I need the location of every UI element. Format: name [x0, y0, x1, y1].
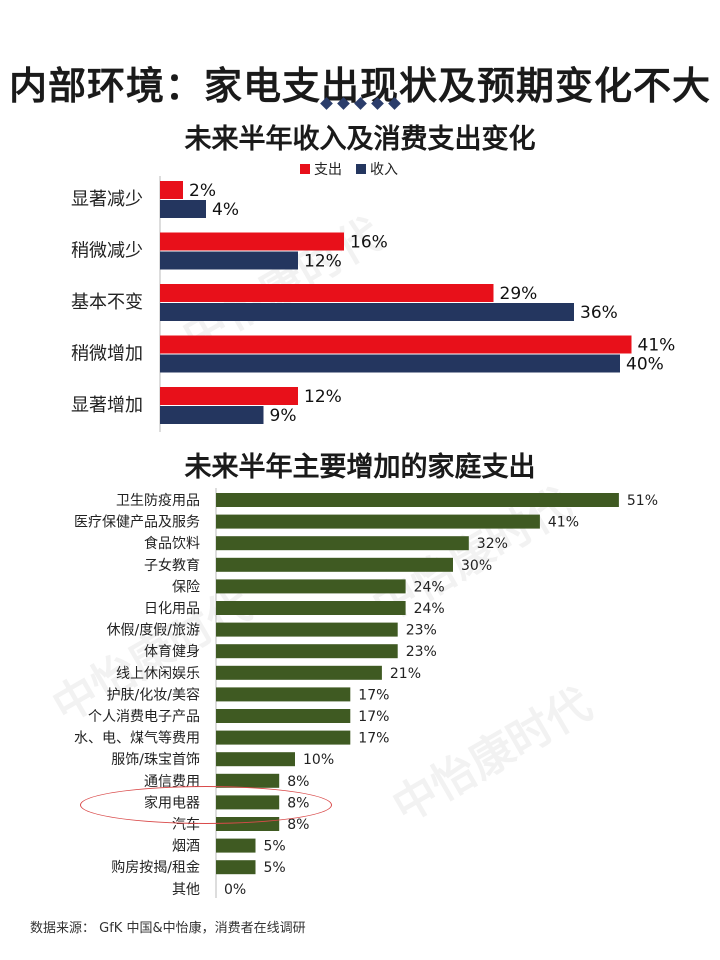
chart2-bar	[216, 536, 469, 551]
chart1-bar-expense	[160, 387, 298, 405]
chart1-bar-income	[160, 303, 574, 321]
chart2-data-label: 17%	[358, 709, 389, 725]
chart2-data-label: 8%	[287, 774, 309, 790]
chart2-data-label: 5%	[264, 860, 286, 876]
chart1-data-label: 16%	[350, 233, 388, 253]
data-source-note: 数据来源： GfK 中国&中怡康，消费者在线调研	[30, 921, 306, 936]
chart2-data-label: 21%	[390, 666, 421, 682]
chart1-category-label: 基本不变	[71, 292, 143, 313]
chart1-title: 未来半年收入及消费支出变化	[184, 124, 536, 155]
legend-swatch-income	[356, 164, 366, 174]
chart1-bar-income	[160, 200, 206, 218]
chart1-bar-income	[160, 251, 298, 270]
legend-swatch-expense	[300, 164, 310, 174]
chart2-data-label: 17%	[358, 731, 389, 747]
chart2-category-label: 购房按揭/租金	[111, 860, 200, 876]
chart1-data-label: 2%	[189, 181, 216, 201]
chart2-data-label: 30%	[461, 558, 492, 574]
chart2-bar	[216, 773, 280, 788]
chart2-bar	[216, 838, 256, 853]
chart2-bar	[216, 557, 453, 572]
chart1-category-label: 稍微增加	[71, 344, 143, 365]
legend-item-expense: 支出	[300, 159, 342, 179]
chart2-data-label: 23%	[406, 644, 437, 660]
chart1-data-label: 4%	[212, 200, 239, 220]
legend-label-income: 收入	[370, 162, 398, 178]
chart2-bar	[216, 493, 619, 507]
chart1-bar-expense	[160, 284, 494, 302]
chart2-category-label: 体育健身	[144, 644, 200, 660]
chart2-bar	[216, 730, 351, 745]
chart2-data-label: 10%	[303, 752, 334, 768]
chart2-data-label: 32%	[477, 536, 508, 552]
chart2-category-label: 医疗保健产品及服务	[74, 515, 200, 531]
chart1-data-label: 40%	[626, 355, 664, 375]
chart2-data-label: 8%	[287, 817, 309, 833]
chart1-data-label: 41%	[638, 336, 676, 356]
chart2-data-label: 5%	[264, 839, 286, 855]
chart2-data-label: 51%	[627, 493, 658, 509]
chart2-category-label: 线上休闲娱乐	[116, 666, 200, 682]
chart1-bar-expense	[160, 181, 183, 199]
chart2-category-label: 水、电、煤气等费用	[74, 730, 200, 747]
chart1-bar-expense	[160, 232, 344, 251]
chart2-data-label: 0%	[224, 882, 246, 898]
chart1-data-label: 9%	[270, 406, 297, 426]
chart1-category-label: 稍微减少	[71, 241, 143, 262]
chart1-bar-income	[160, 354, 620, 373]
chart2-data-label: 23%	[406, 623, 437, 639]
chart1-data-label: 12%	[304, 387, 342, 407]
chart2-category-label: 服饰/珠宝首饰	[111, 752, 200, 768]
chart2-data-label: 24%	[414, 601, 445, 617]
chart1-category-label: 显著减少	[71, 189, 143, 210]
chart2-category-label: 其他	[172, 882, 200, 898]
legend-label-expense: 支出	[314, 162, 342, 178]
chart2-data-label: 41%	[548, 515, 579, 531]
chart2-category-label: 子女教育	[144, 557, 200, 574]
chart2-bar	[216, 644, 398, 659]
chart2-category-label: 护肤/化妆/美容	[107, 686, 200, 703]
chart2-category-label: 食品饮料	[144, 535, 200, 552]
highlight-oval-home-appliances	[80, 786, 332, 824]
chart2-category-label: 休假/度假/旅游	[107, 623, 200, 639]
chart1-bar-income	[160, 406, 264, 424]
chart2-bar	[216, 709, 351, 723]
legend-item-income: 收入	[356, 159, 398, 179]
chart2-category-label: 个人消费电子产品	[88, 709, 200, 725]
chart2-data-label: 24%	[414, 579, 445, 595]
chart2-category-label: 保险	[172, 579, 200, 595]
chart1-bar-expense	[160, 335, 632, 354]
chart2-data-label: 17%	[358, 687, 389, 703]
chart2-title: 未来半年主要增加的家庭支出	[184, 452, 536, 483]
chart2-bar	[216, 579, 406, 594]
chart2-bar	[216, 860, 256, 875]
chart2-category-label: 日化用品	[144, 601, 200, 617]
chart2-bar	[216, 601, 406, 615]
chart1-data-label: 36%	[580, 303, 618, 323]
chart2-category-label: 烟酒	[172, 839, 200, 855]
chart1-category-label: 显著增加	[71, 395, 143, 416]
chart2-bar	[216, 752, 295, 767]
chart2-category-label: 卫生防疫用品	[116, 493, 200, 509]
chart1-income-expense: 显著减少 2%4% 稍微减少 16% 12% 基本不变 29% 36% 稍微增加 41%40% 显著…	[71, 176, 676, 432]
chart2-bar	[216, 514, 540, 529]
chart1-data-label: 12%	[304, 252, 342, 272]
chart1-data-label: 29%	[500, 284, 538, 304]
chart2-bar	[216, 622, 398, 637]
chart2-bar	[216, 665, 382, 680]
chart2-bar	[216, 687, 351, 702]
chart1-legend: 支出 收入	[300, 159, 398, 179]
